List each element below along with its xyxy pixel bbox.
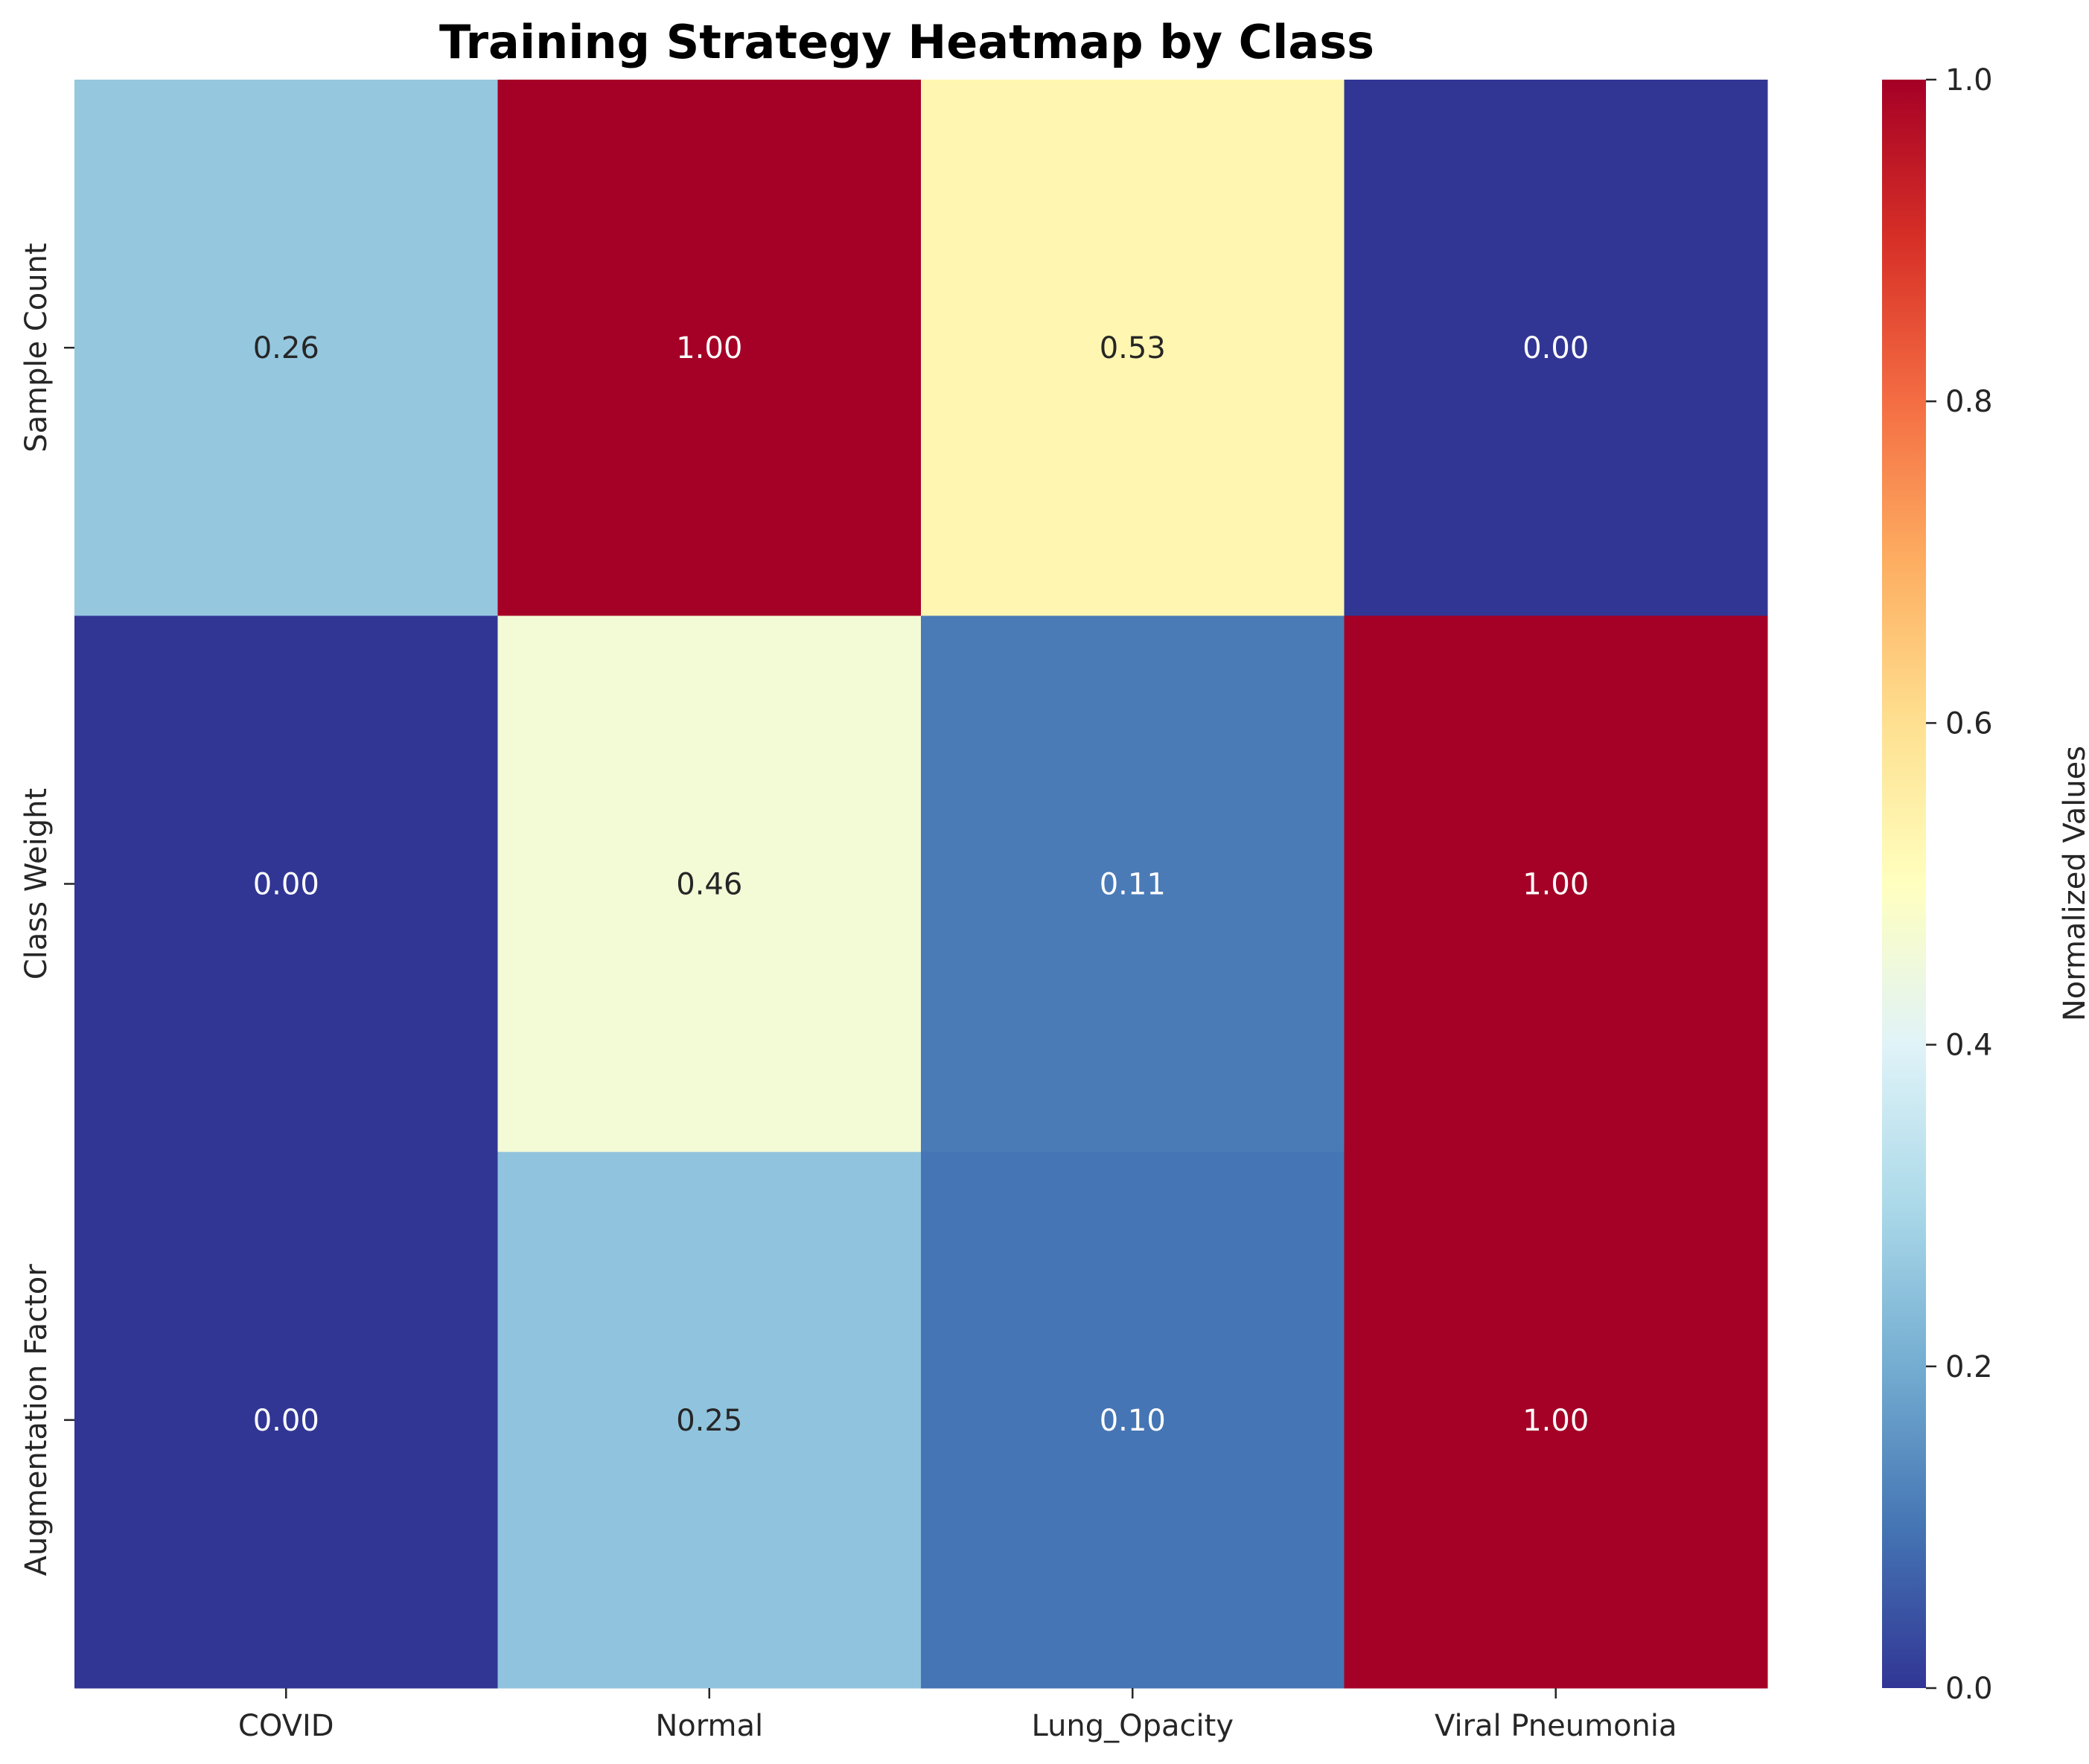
heatmap-cell [1344,80,1768,616]
y-tick-label: Sample Count [19,243,54,452]
heatmap-cell [921,1151,1345,1689]
x-tick-label: Lung_Opacity [1031,1709,1234,1743]
heatmap-cell [74,1151,498,1689]
y-tick-label: Class Weight [19,788,54,980]
y-tick-label: Augmentation Factor [19,1264,54,1576]
colorbar-tick-label: 0.8 [1945,385,1993,419]
x-tick-label: COVID [238,1709,334,1743]
colorbar: 0.0 0.2 0.4 0.6 0.8 1.0 Normalized Values [1882,63,2089,1706]
heatmap-cells [74,80,1768,1689]
heatmap-cell [497,616,922,1153]
heatmap-cell-label: 0.26 [253,331,319,365]
heatmap-cell [74,616,498,1153]
heatmap-cell-label: 0.46 [676,868,742,902]
heatmap-cell-labels: 0.26 1.00 0.53 0.00 0.00 0.46 0.11 1.00 0.00 0.25… [253,331,1589,1438]
heatmap-cell-label: 0.11 [1100,868,1166,902]
x-tick-label: Normal [655,1709,763,1743]
heatmap-cell [497,1151,922,1689]
colorbar-tick-label: 0.4 [1945,1029,1993,1063]
heatmap-cell [921,80,1345,616]
x-tick-label: Viral Pneumonia [1435,1709,1677,1743]
heatmap-cell-label: 1.00 [1522,1404,1589,1438]
heatmap-cell [74,80,498,616]
colorbar-tick-label: 0.2 [1945,1350,1993,1384]
heatmap-cell-label: 0.10 [1100,1404,1166,1438]
heatmap-cell [921,616,1345,1153]
heatmap-cell [497,80,922,616]
heatmap-cell [1344,1151,1768,1689]
chart-title: Training Strategy Heatmap by Class [439,15,1374,69]
colorbar-gradient [1882,80,1926,1688]
heatmap-cell-label: 1.00 [1522,868,1589,902]
colorbar-tick-label: 0.6 [1945,706,1993,741]
heatmap-cell-label: 0.53 [1100,331,1166,365]
heatmap-cell-label: 0.00 [1522,331,1589,365]
heatmap-cell-label: 1.00 [676,331,742,365]
heatmap-cell-label: 0.25 [676,1404,742,1438]
x-axis: COVID Normal Lung_Opacity Viral Pneumonia [238,1688,1677,1743]
y-axis: Sample Count Class Weight Augmentation Fac… [19,243,74,1576]
colorbar-tick-label: 0.0 [1945,1672,1993,1706]
colorbar-ticks: 0.0 0.2 0.4 0.6 0.8 1.0 [1926,63,1993,1706]
colorbar-tick-label: 1.0 [1945,63,1993,98]
heatmap-cell-label: 0.00 [253,868,319,902]
heatmap-cell [1344,616,1768,1153]
heatmap-cell-label: 0.00 [253,1404,319,1438]
colorbar-label: Normalized Values [2058,746,2089,1021]
